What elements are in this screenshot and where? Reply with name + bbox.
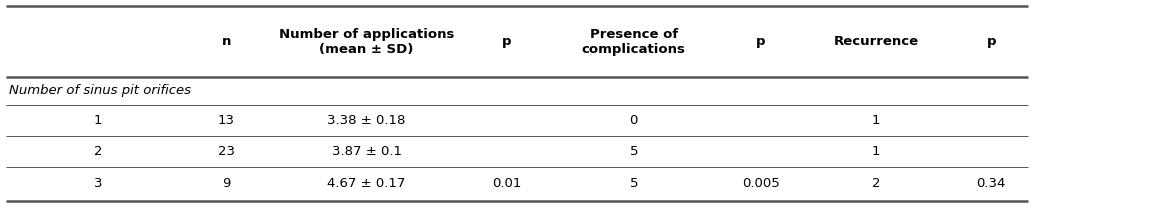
Text: Number of applications
(mean ± SD): Number of applications (mean ± SD)	[279, 28, 454, 56]
Text: 0.34: 0.34	[977, 177, 1006, 190]
Text: 5: 5	[630, 145, 638, 158]
Text: 1: 1	[93, 114, 102, 127]
Text: 3.38 ± 0.18: 3.38 ± 0.18	[327, 114, 406, 127]
Text: 13: 13	[218, 114, 235, 127]
Text: 0: 0	[630, 114, 638, 127]
Text: 0.01: 0.01	[492, 177, 521, 190]
Text: n: n	[221, 35, 232, 48]
Text: Number of sinus pit orifices: Number of sinus pit orifices	[9, 84, 191, 97]
Text: 0.005: 0.005	[741, 177, 780, 190]
Text: 1: 1	[872, 114, 880, 127]
Text: Recurrence: Recurrence	[833, 35, 918, 48]
Text: 2: 2	[93, 145, 102, 158]
Text: p: p	[986, 35, 996, 48]
Text: Presence of
complications: Presence of complications	[582, 28, 686, 56]
Text: 23: 23	[218, 145, 235, 158]
Text: p: p	[755, 35, 766, 48]
Text: p: p	[502, 35, 512, 48]
Text: 5: 5	[630, 177, 638, 190]
Text: 3: 3	[93, 177, 102, 190]
Text: 2: 2	[872, 177, 880, 190]
Text: 3.87 ± 0.1: 3.87 ± 0.1	[332, 145, 402, 158]
Text: 9: 9	[222, 177, 230, 190]
Text: 1: 1	[872, 145, 880, 158]
Text: 4.67 ± 0.17: 4.67 ± 0.17	[327, 177, 406, 190]
